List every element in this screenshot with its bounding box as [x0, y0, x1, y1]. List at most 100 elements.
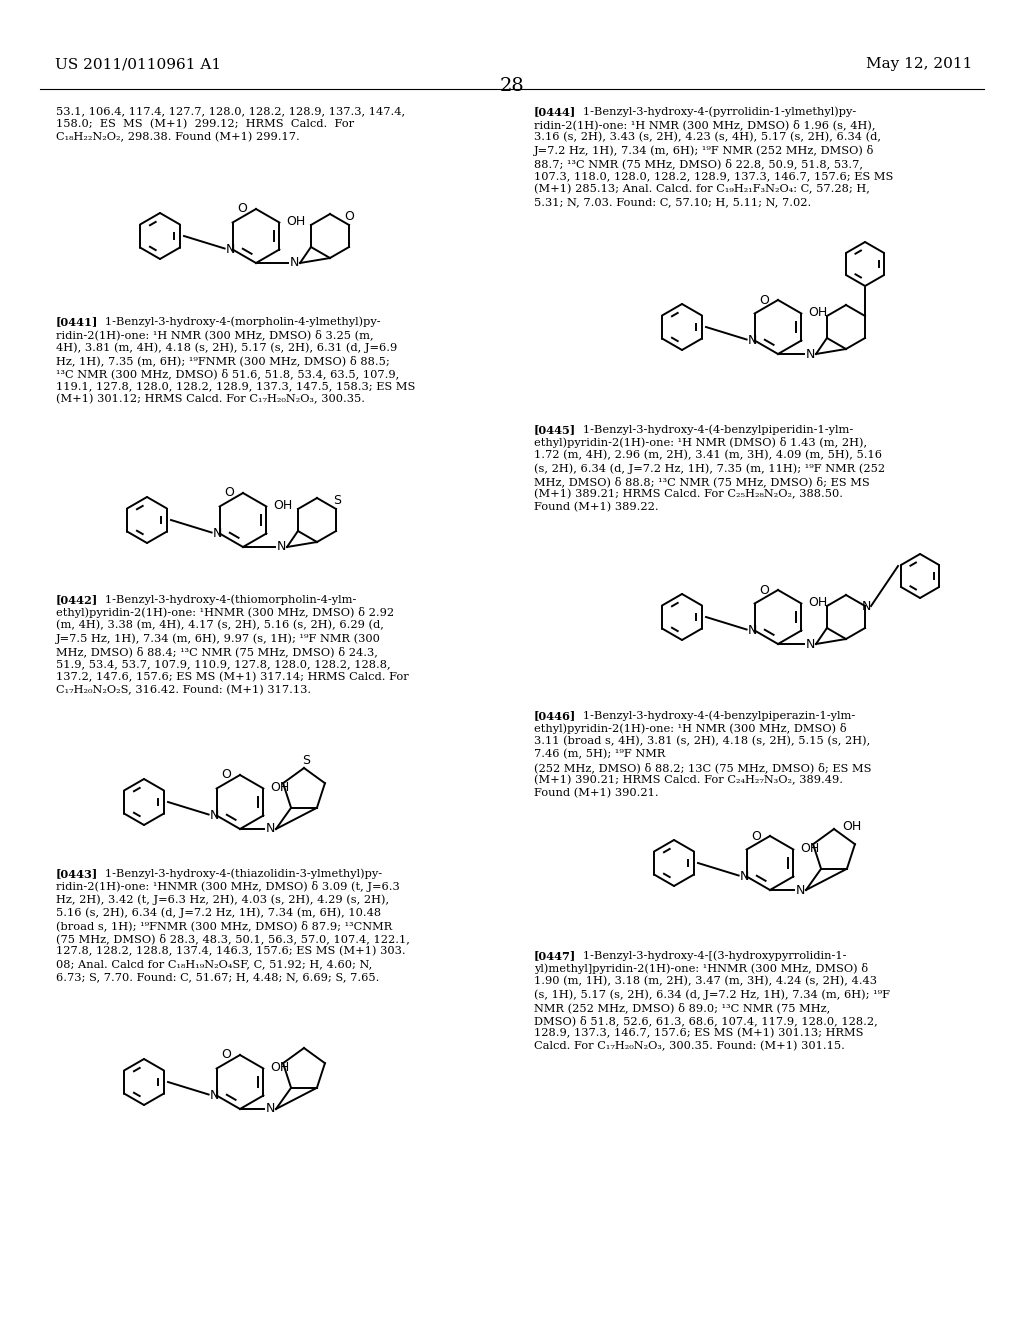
Text: O: O: [221, 1048, 231, 1061]
Text: N: N: [265, 1102, 274, 1115]
Text: ridin-2(1H)-one: ¹H NMR (300 MHz, DMSO) δ 3.25 (m,: ridin-2(1H)-one: ¹H NMR (300 MHz, DMSO) …: [56, 329, 374, 339]
Text: (M+1) 390.21; HRMS Calcd. For C₂₄H₂₇N₃O₂, 389.49.: (M+1) 390.21; HRMS Calcd. For C₂₄H₂₇N₃O₂…: [534, 775, 843, 785]
Text: 28: 28: [500, 77, 524, 95]
Text: 3.16 (s, 2H), 3.43 (s, 2H), 4.23 (s, 4H), 5.17 (s, 2H), 6.34 (d,: 3.16 (s, 2H), 3.43 (s, 2H), 4.23 (s, 4H)…: [534, 132, 881, 143]
Text: OH: OH: [808, 306, 827, 319]
Text: ethyl)pyridin-2(1H)-one: ¹HNMR (300 MHz, DMSO) δ 2.92: ethyl)pyridin-2(1H)-one: ¹HNMR (300 MHz,…: [56, 607, 394, 618]
Text: 08; Anal. Calcd for C₁₈H₁₉N₂O₄SF, C, 51.92; H, 4.60; N,: 08; Anal. Calcd for C₁₈H₁₉N₂O₄SF, C, 51.…: [56, 960, 373, 969]
Text: 88.7; ¹³C NMR (75 MHz, DMSO) δ 22.8, 50.9, 51.8, 53.7,: 88.7; ¹³C NMR (75 MHz, DMSO) δ 22.8, 50.…: [534, 158, 863, 169]
Text: 5.31; N, 7.03. Found: C, 57.10; H, 5.11; N, 7.02.: 5.31; N, 7.03. Found: C, 57.10; H, 5.11;…: [534, 197, 811, 207]
Text: O: O: [759, 583, 769, 597]
Text: ridin-2(1H)-one: ¹HNMR (300 MHz, DMSO) δ 3.09 (t, J=6.3: ridin-2(1H)-one: ¹HNMR (300 MHz, DMSO) δ…: [56, 880, 399, 892]
Text: O: O: [224, 487, 233, 499]
Text: S: S: [302, 754, 310, 767]
Text: N: N: [796, 883, 805, 896]
Text: MHz, DMSO) δ 88.8; ¹³C NMR (75 MHz, DMSO) δ; ES MS: MHz, DMSO) δ 88.8; ¹³C NMR (75 MHz, DMSO…: [534, 477, 869, 487]
Text: [0441]: [0441]: [56, 315, 98, 327]
Text: 158.0;  ES  MS  (M+1)  299.12;  HRMS  Calcd.  For: 158.0; ES MS (M+1) 299.12; HRMS Calcd. F…: [56, 119, 354, 129]
Text: 137.2, 147.6, 157.6; ES MS (M+1) 317.14; HRMS Calcd. For: 137.2, 147.6, 157.6; ES MS (M+1) 317.14;…: [56, 672, 409, 682]
Text: ethyl)pyridin-2(1H)-one: ¹H NMR (DMSO) δ 1.43 (m, 2H),: ethyl)pyridin-2(1H)-one: ¹H NMR (DMSO) δ…: [534, 437, 867, 447]
Text: OH: OH: [842, 820, 861, 833]
Text: N: N: [805, 638, 815, 651]
Text: Hz, 1H), 7.35 (m, 6H); ¹⁹FNMR (300 MHz, DMSO) δ 88.5;: Hz, 1H), 7.35 (m, 6H); ¹⁹FNMR (300 MHz, …: [56, 355, 390, 366]
Text: Calcd. For C₁₇H₂₀N₂O₃, 300.35. Found: (M+1) 301.15.: Calcd. For C₁₇H₂₀N₂O₃, 300.35. Found: (M…: [534, 1041, 845, 1051]
Text: 107.3, 118.0, 128.0, 128.2, 128.9, 137.3, 146.7, 157.6; ES MS: 107.3, 118.0, 128.0, 128.2, 128.9, 137.3…: [534, 172, 893, 181]
Text: OH: OH: [272, 499, 292, 512]
Text: ¹³C NMR (300 MHz, DMSO) δ 51.6, 51.8, 53.4, 63.5, 107.9,: ¹³C NMR (300 MHz, DMSO) δ 51.6, 51.8, 53…: [56, 368, 399, 379]
Text: J=7.5 Hz, 1H), 7.34 (m, 6H), 9.97 (s, 1H); ¹⁹F NMR (300: J=7.5 Hz, 1H), 7.34 (m, 6H), 9.97 (s, 1H…: [56, 634, 381, 644]
Text: OH: OH: [808, 597, 827, 609]
Text: ethyl)pyridin-2(1H)-one: ¹H NMR (300 MHz, DMSO) δ: ethyl)pyridin-2(1H)-one: ¹H NMR (300 MHz…: [534, 723, 847, 734]
Text: 1-Benzyl-3-hydroxy-4-[(3-hydroxypyrrolidin-1-: 1-Benzyl-3-hydroxy-4-[(3-hydroxypyrrolid…: [572, 950, 847, 961]
Text: 1-Benzyl-3-hydroxy-4-(4-benzylpiperidin-1-ylm-: 1-Benzyl-3-hydroxy-4-(4-benzylpiperidin-…: [572, 424, 853, 434]
Text: N: N: [805, 347, 815, 360]
Text: (M+1) 285.13; Anal. Calcd. for C₁₉H₂₁F₃N₂O₄: C, 57.28; H,: (M+1) 285.13; Anal. Calcd. for C₁₉H₂₁F₃N…: [534, 183, 869, 194]
Text: [0445]: [0445]: [534, 424, 577, 436]
Text: yl)methyl]pyridin-2(1H)-one: ¹HNMR (300 MHz, DMSO) δ: yl)methyl]pyridin-2(1H)-one: ¹HNMR (300 …: [534, 964, 868, 974]
Text: (M+1) 389.21; HRMS Calcd. For C₂₅H₂₈N₂O₂, 388.50.: (M+1) 389.21; HRMS Calcd. For C₂₅H₂₈N₂O₂…: [534, 488, 843, 499]
Text: OH: OH: [286, 215, 305, 228]
Text: Found (M+1) 390.21.: Found (M+1) 390.21.: [534, 788, 658, 799]
Text: O: O: [238, 202, 247, 215]
Text: US 2011/0110961 A1: US 2011/0110961 A1: [55, 57, 221, 71]
Text: [0443]: [0443]: [56, 869, 98, 879]
Text: O: O: [221, 768, 231, 781]
Text: N: N: [210, 1089, 219, 1102]
Text: [0447]: [0447]: [534, 950, 577, 961]
Text: (m, 4H), 3.38 (m, 4H), 4.17 (s, 2H), 5.16 (s, 2H), 6.29 (d,: (m, 4H), 3.38 (m, 4H), 4.17 (s, 2H), 5.1…: [56, 620, 384, 631]
Text: 1-Benzyl-3-hydroxy-4-(pyrrolidin-1-ylmethyl)py-: 1-Benzyl-3-hydroxy-4-(pyrrolidin-1-ylmet…: [572, 106, 856, 116]
Text: 1-Benzyl-3-hydroxy-4-(4-benzylpiperazin-1-ylm-: 1-Benzyl-3-hydroxy-4-(4-benzylpiperazin-…: [572, 710, 855, 721]
Text: May 12, 2011: May 12, 2011: [865, 57, 972, 71]
Text: O: O: [759, 293, 769, 306]
Text: (s, 2H), 6.34 (d, J=7.2 Hz, 1H), 7.35 (m, 11H); ¹⁹F NMR (252: (s, 2H), 6.34 (d, J=7.2 Hz, 1H), 7.35 (m…: [534, 463, 885, 474]
Text: 6.73; S, 7.70. Found: C, 51.67; H, 4.48; N, 6.69; S, 7.65.: 6.73; S, 7.70. Found: C, 51.67; H, 4.48;…: [56, 972, 379, 982]
Text: 1.90 (m, 1H), 3.18 (m, 2H), 3.47 (m, 3H), 4.24 (s, 2H), 4.43: 1.90 (m, 1H), 3.18 (m, 2H), 3.47 (m, 3H)…: [534, 975, 877, 986]
Text: 1.72 (m, 4H), 2.96 (m, 2H), 3.41 (m, 3H), 4.09 (m, 5H), 5.16: 1.72 (m, 4H), 2.96 (m, 2H), 3.41 (m, 3H)…: [534, 450, 882, 461]
Text: C₁₈H₂₂N₂O₂, 298.38. Found (M+1) 299.17.: C₁₈H₂₂N₂O₂, 298.38. Found (M+1) 299.17.: [56, 132, 300, 143]
Text: N: N: [290, 256, 299, 269]
Text: O: O: [344, 210, 354, 223]
Text: N: N: [213, 527, 222, 540]
Text: (s, 1H), 5.17 (s, 2H), 6.34 (d, J=7.2 Hz, 1H), 7.34 (m, 6H); ¹⁹F: (s, 1H), 5.17 (s, 2H), 6.34 (d, J=7.2 Hz…: [534, 989, 890, 999]
Text: N: N: [265, 822, 274, 836]
Text: OH: OH: [800, 842, 819, 855]
Text: (252 MHz, DMSO) δ 88.2; 13C (75 MHz, DMSO) δ; ES MS: (252 MHz, DMSO) δ 88.2; 13C (75 MHz, DMS…: [534, 762, 871, 772]
Text: 7.46 (m, 5H); ¹⁹F NMR: 7.46 (m, 5H); ¹⁹F NMR: [534, 748, 666, 759]
Text: 51.9, 53.4, 53.7, 107.9, 110.9, 127.8, 128.0, 128.2, 128.8,: 51.9, 53.4, 53.7, 107.9, 110.9, 127.8, 1…: [56, 659, 390, 669]
Text: DMSO) δ 51.8, 52.6, 61.3, 68.6, 107.4, 117.9, 128.0, 128.2,: DMSO) δ 51.8, 52.6, 61.3, 68.6, 107.4, 1…: [534, 1015, 878, 1026]
Text: OH: OH: [269, 1061, 289, 1074]
Text: NMR (252 MHz, DMSO) δ 89.0; ¹³C NMR (75 MHz,: NMR (252 MHz, DMSO) δ 89.0; ¹³C NMR (75 …: [534, 1002, 830, 1012]
Text: 4H), 3.81 (m, 4H), 4.18 (s, 2H), 5.17 (s, 2H), 6.31 (d, J=6.9: 4H), 3.81 (m, 4H), 4.18 (s, 2H), 5.17 (s…: [56, 342, 397, 352]
Text: [0442]: [0442]: [56, 594, 98, 605]
Text: [0446]: [0446]: [534, 710, 577, 721]
Text: 127.8, 128.2, 128.8, 137.4, 146.3, 157.6; ES MS (M+1) 303.: 127.8, 128.2, 128.8, 137.4, 146.3, 157.6…: [56, 946, 406, 957]
Text: 53.1, 106.4, 117.4, 127.7, 128.0, 128.2, 128.9, 137.3, 147.4,: 53.1, 106.4, 117.4, 127.7, 128.0, 128.2,…: [56, 106, 406, 116]
Text: ridin-2(1H)-one: ¹H NMR (300 MHz, DMSO) δ 1.96 (s, 4H),: ridin-2(1H)-one: ¹H NMR (300 MHz, DMSO) …: [534, 119, 876, 129]
Text: 1-Benzyl-3-hydroxy-4-(morpholin-4-ylmethyl)py-: 1-Benzyl-3-hydroxy-4-(morpholin-4-ylmeth…: [94, 315, 381, 326]
Text: OH: OH: [269, 781, 289, 795]
Text: (M+1) 301.12; HRMS Calcd. For C₁₇H₂₀N₂O₃, 300.35.: (M+1) 301.12; HRMS Calcd. For C₁₇H₂₀N₂O₃…: [56, 393, 365, 404]
Text: 1-Benzyl-3-hydroxy-4-(thiomorpholin-4-ylm-: 1-Benzyl-3-hydroxy-4-(thiomorpholin-4-yl…: [94, 594, 356, 605]
Text: N: N: [748, 624, 758, 638]
Text: 1-Benzyl-3-hydroxy-4-(thiazolidin-3-ylmethyl)py-: 1-Benzyl-3-hydroxy-4-(thiazolidin-3-ylme…: [94, 869, 382, 879]
Text: C₁₇H₂₀N₂O₂S, 316.42. Found: (M+1) 317.13.: C₁₇H₂₀N₂O₂S, 316.42. Found: (M+1) 317.13…: [56, 685, 311, 696]
Text: Hz, 2H), 3.42 (t, J=6.3 Hz, 2H), 4.03 (s, 2H), 4.29 (s, 2H),: Hz, 2H), 3.42 (t, J=6.3 Hz, 2H), 4.03 (s…: [56, 894, 389, 904]
Text: O: O: [751, 829, 761, 842]
Text: N: N: [276, 540, 286, 553]
Text: N: N: [861, 601, 870, 614]
Text: MHz, DMSO) δ 88.4; ¹³C NMR (75 MHz, DMSO) δ 24.3,: MHz, DMSO) δ 88.4; ¹³C NMR (75 MHz, DMSO…: [56, 645, 378, 657]
Text: S: S: [333, 495, 341, 507]
Text: N: N: [740, 870, 750, 883]
Text: 3.11 (broad s, 4H), 3.81 (s, 2H), 4.18 (s, 2H), 5.15 (s, 2H),: 3.11 (broad s, 4H), 3.81 (s, 2H), 4.18 (…: [534, 737, 870, 746]
Text: 5.16 (s, 2H), 6.34 (d, J=7.2 Hz, 1H), 7.34 (m, 6H), 10.48: 5.16 (s, 2H), 6.34 (d, J=7.2 Hz, 1H), 7.…: [56, 907, 381, 917]
Text: 119.1, 127.8, 128.0, 128.2, 128.9, 137.3, 147.5, 158.3; ES MS: 119.1, 127.8, 128.0, 128.2, 128.9, 137.3…: [56, 381, 416, 391]
Text: [0444]: [0444]: [534, 106, 577, 117]
Text: N: N: [210, 809, 219, 822]
Text: J=7.2 Hz, 1H), 7.34 (m, 6H); ¹⁹F NMR (252 MHz, DMSO) δ: J=7.2 Hz, 1H), 7.34 (m, 6H); ¹⁹F NMR (25…: [534, 145, 874, 156]
Text: N: N: [226, 243, 236, 256]
Text: Found (M+1) 389.22.: Found (M+1) 389.22.: [534, 502, 658, 512]
Text: (75 MHz, DMSO) δ 28.3, 48.3, 50.1, 56.3, 57.0, 107.4, 122.1,: (75 MHz, DMSO) δ 28.3, 48.3, 50.1, 56.3,…: [56, 933, 410, 944]
Text: 128.9, 137.3, 146.7, 157.6; ES MS (M+1) 301.13; HRMS: 128.9, 137.3, 146.7, 157.6; ES MS (M+1) …: [534, 1028, 863, 1039]
Text: (broad s, 1H); ¹⁹FNMR (300 MHz, DMSO) δ 87.9; ¹³CNMR: (broad s, 1H); ¹⁹FNMR (300 MHz, DMSO) δ …: [56, 920, 392, 931]
Text: N: N: [748, 334, 758, 347]
